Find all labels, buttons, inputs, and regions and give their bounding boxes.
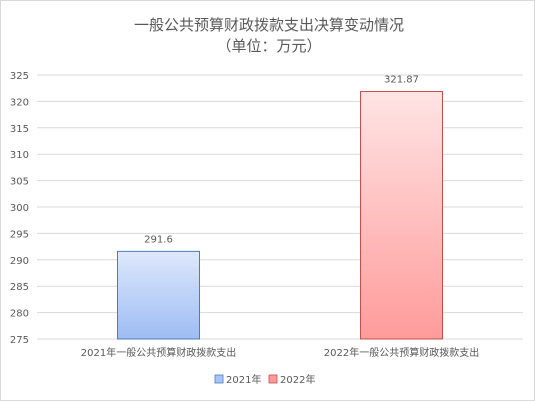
y-axis: 275 280 285 290 295 300 305 310 315 320 325 [10,71,29,346]
y-tick-label: 315 [10,124,29,135]
legend-label: 2022年 [280,373,315,386]
y-tick-label: 275 [10,335,29,346]
x-category-label: 2022年一般公共预算财政拨款支出 [324,346,479,359]
gridlines [37,74,523,340]
bar [117,250,200,340]
y-tick-label: 325 [10,71,29,82]
data-label: 321.87 [384,75,419,86]
y-tick-label: 280 [10,309,29,320]
legend-swatch [268,374,278,384]
x-axis: 2021年一般公共预算财政拨款支出 2022年一般公共预算财政拨款支出 [81,346,479,359]
bars: 291.6 321.87 [117,75,443,340]
x-category-label: 2021年一般公共预算财政拨款支出 [81,346,236,359]
legend-label: 2021年 [226,373,261,386]
y-tick-label: 295 [10,229,29,240]
chart-subtitle: （单位：万元） [216,37,321,55]
y-tick-label: 305 [10,177,29,188]
y-tick-label: 310 [10,150,29,161]
legend-swatch [214,374,224,384]
y-tick-label: 285 [10,282,29,293]
legend: 2021年 2022年 [214,373,315,386]
data-label: 291.6 [144,234,173,245]
y-tick-label: 290 [10,256,29,267]
bar [360,91,443,340]
y-tick-label: 300 [10,203,29,214]
y-tick-label: 320 [10,97,29,108]
chart-title: 一般公共预算财政拨款支出决算变动情况 [134,16,404,34]
